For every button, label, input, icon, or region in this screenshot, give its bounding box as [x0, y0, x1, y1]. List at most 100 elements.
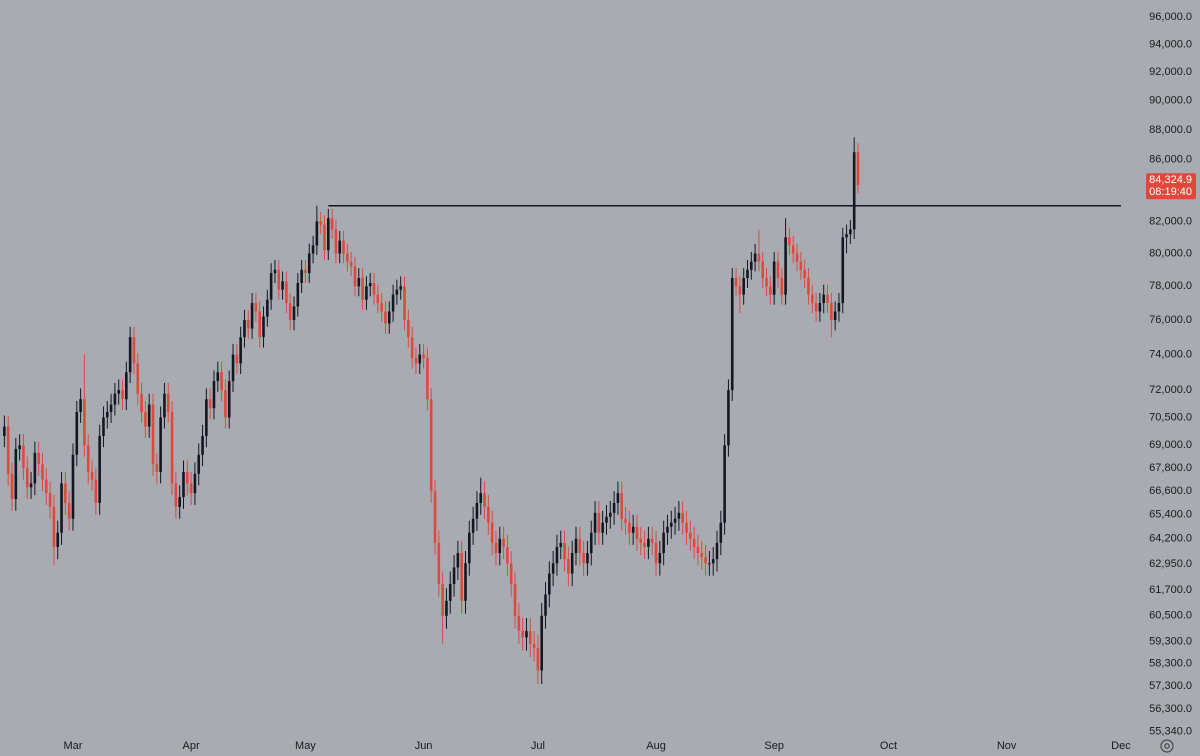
candle-body: [227, 381, 231, 418]
candle-body: [48, 493, 52, 507]
candle-body: [300, 269, 303, 283]
candle-body: [414, 358, 418, 364]
candle-body: [814, 303, 818, 312]
candle-body: [121, 390, 124, 400]
x-tick-label: Oct: [880, 740, 897, 752]
settings-icon[interactable]: [1160, 739, 1174, 753]
candle-body: [555, 546, 559, 564]
candle-body: [285, 281, 288, 304]
candle-body: [567, 559, 570, 574]
candle-body: [86, 445, 90, 472]
candle-body: [353, 266, 357, 287]
y-tick-label: 88,000.0: [1149, 124, 1192, 136]
candle-body: [620, 493, 624, 519]
candle-body: [559, 542, 563, 547]
candle-body: [372, 282, 376, 295]
candle-body: [266, 299, 269, 317]
candle-body: [33, 452, 37, 484]
candle-body: [319, 221, 322, 225]
candle-body: [757, 253, 761, 262]
y-tick-label: 70,500.0: [1149, 411, 1192, 423]
candle-body: [685, 522, 688, 533]
y-tick-label: 72,000.0: [1149, 384, 1192, 396]
candle-body: [330, 218, 334, 230]
y-tick-label: 64,200.0: [1149, 533, 1192, 545]
candle-body: [650, 538, 654, 543]
candle-body: [178, 497, 181, 507]
settings-icon-core[interactable]: [1164, 743, 1170, 749]
candle-body: [849, 229, 852, 235]
candle-body: [475, 502, 479, 519]
candle-body: [574, 538, 578, 554]
candle-body: [14, 449, 18, 500]
y-tick-label: 74,000.0: [1149, 348, 1192, 360]
y-tick-label: 66,600.0: [1149, 485, 1192, 497]
candle-body: [788, 237, 791, 246]
candle-body: [833, 311, 837, 320]
x-tick-label: Aug: [646, 740, 666, 752]
candle-body: [723, 445, 726, 523]
candle-body: [666, 526, 669, 533]
candle-body: [692, 538, 696, 547]
candle-body: [182, 471, 185, 498]
candle-body: [281, 281, 284, 290]
y-tick-label: 57,300.0: [1149, 680, 1192, 692]
candle-body: [845, 234, 848, 238]
candle-body: [41, 464, 44, 480]
settings-icon-ring[interactable]: [1160, 739, 1174, 753]
candle-body: [18, 445, 21, 450]
candle-body: [422, 354, 425, 359]
candle-body: [841, 237, 845, 304]
x-tick-label: Jun: [415, 740, 433, 752]
candle-body: [304, 269, 307, 274]
candle-body: [445, 600, 448, 616]
candle-body: [216, 372, 220, 382]
candle-body: [551, 563, 555, 574]
candle-body: [822, 294, 825, 304]
candle-body: [56, 532, 60, 547]
candle-body: [506, 546, 509, 564]
candle-body: [437, 542, 441, 585]
candle-body: [433, 491, 437, 543]
candle-body: [856, 152, 860, 186]
y-tick-label: 58,300.0: [1149, 658, 1192, 670]
candle-body: [578, 538, 582, 554]
candle-body: [673, 518, 677, 523]
x-tick-label: Sep: [764, 740, 784, 752]
candle-body: [765, 278, 768, 287]
candle-body: [292, 306, 296, 320]
candle-body: [22, 445, 25, 469]
candle-body: [277, 269, 281, 290]
last-price-box: [1146, 173, 1196, 200]
candle-body: [826, 294, 829, 304]
candle-body: [166, 393, 170, 412]
candle-body: [669, 522, 673, 527]
candle-body: [368, 282, 372, 287]
candle-body: [6, 426, 10, 474]
candle-body: [163, 393, 166, 418]
candle-body: [597, 512, 601, 533]
candle-body: [75, 411, 79, 455]
candle-body: [456, 553, 460, 568]
candle-body: [628, 522, 631, 533]
candle-body: [746, 269, 749, 279]
candle-body: [639, 538, 643, 543]
candle-body: [532, 643, 536, 649]
candle-body: [132, 337, 136, 364]
candle-body: [212, 381, 216, 409]
candle-body: [807, 278, 810, 295]
candle-body: [250, 303, 254, 329]
candle-body: [548, 573, 551, 595]
candle-body: [429, 399, 433, 492]
candle-body: [155, 464, 159, 472]
candle-body: [810, 294, 814, 304]
candle-body: [772, 261, 776, 295]
last-price-label: 84,324.9: [1149, 174, 1192, 186]
candle-body: [273, 269, 277, 274]
candle-body: [464, 563, 467, 601]
candle-body: [201, 435, 204, 455]
candle-body: [262, 316, 265, 338]
x-tick-label: Nov: [997, 740, 1017, 752]
candle-body: [631, 526, 635, 533]
y-tick-label: 60,500.0: [1149, 610, 1192, 622]
